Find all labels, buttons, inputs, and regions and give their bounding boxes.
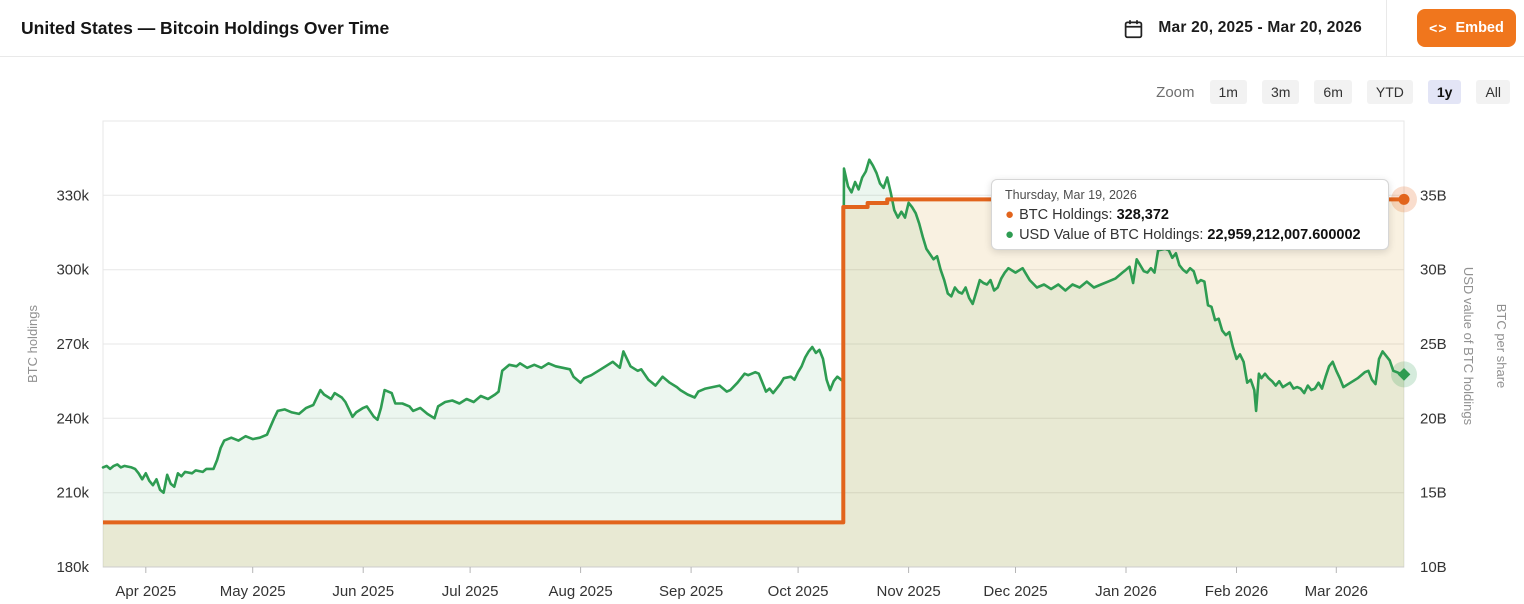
tooltip-btc-label: BTC Holdings:: [1019, 207, 1117, 223]
zoom-range-button-3m[interactable]: 3m: [1261, 80, 1300, 104]
page-title: United States — Bitcoin Holdings Over Ti…: [21, 17, 390, 38]
svg-text:270k: 270k: [56, 336, 89, 353]
svg-text:10B: 10B: [1420, 559, 1447, 576]
svg-text:Mar 2026: Mar 2026: [1305, 583, 1368, 600]
embed-button[interactable]: <> Embed: [1417, 9, 1516, 47]
svg-text:180k: 180k: [56, 559, 89, 576]
date-range-picker[interactable]: Mar 20, 2025 - Mar 20, 2026: [1123, 18, 1362, 39]
svg-text:Jan 2026: Jan 2026: [1095, 583, 1157, 600]
code-brackets-icon: <>: [1429, 20, 1448, 36]
svg-text:240k: 240k: [56, 410, 89, 427]
zoom-range-button-1y[interactable]: 1y: [1427, 80, 1462, 104]
zoom-button-group: 1m 3m 6m YTD 1y All: [1209, 80, 1510, 104]
svg-text:210k: 210k: [56, 485, 89, 502]
zoom-range-button-1m[interactable]: 1m: [1209, 80, 1247, 104]
svg-text:Sep 2025: Sep 2025: [659, 583, 723, 600]
zoom-toolbar: Zoom 1m 3m 6m YTD 1y All: [1156, 80, 1510, 104]
svg-text:330k: 330k: [56, 187, 89, 204]
zoom-range-button-all[interactable]: All: [1476, 80, 1510, 104]
svg-text:BTC per share: BTC per share: [1494, 304, 1509, 389]
svg-text:15B: 15B: [1420, 485, 1447, 502]
svg-text:Jun 2025: Jun 2025: [332, 583, 394, 600]
svg-text:May 2025: May 2025: [220, 583, 286, 600]
tooltip-usd-label: USD Value of BTC Holdings:: [1019, 227, 1208, 243]
tooltip-row-btc: ● BTC Holdings: 328,372: [1005, 205, 1375, 225]
svg-text:Nov 2025: Nov 2025: [876, 583, 940, 600]
tooltip-row-usd: ● USD Value of BTC Holdings: 22,959,212,0…: [1005, 225, 1375, 245]
svg-text:USD value of BTC holdings: USD value of BTC holdings: [1461, 267, 1476, 426]
svg-text:Apr 2025: Apr 2025: [115, 583, 176, 600]
svg-text:25B: 25B: [1420, 336, 1447, 353]
zoom-range-button-6m[interactable]: 6m: [1314, 80, 1352, 104]
header-bar: United States — Bitcoin Holdings Over Ti…: [0, 0, 1524, 57]
embed-button-label: Embed: [1455, 20, 1504, 36]
chart-tooltip: Thursday, Mar 19, 2026 ● BTC Holdings: 32…: [991, 179, 1389, 250]
svg-text:Feb 2026: Feb 2026: [1205, 583, 1268, 600]
tooltip-btc-value: 328,372: [1116, 207, 1169, 223]
svg-text:30B: 30B: [1420, 262, 1447, 279]
tooltip-usd-value: 22,959,212,007.600002: [1207, 227, 1361, 243]
tooltip-date: Thursday, Mar 19, 2026: [1005, 188, 1137, 202]
date-range-text: Mar 20, 2025 - Mar 20, 2026: [1158, 19, 1362, 36]
green-bullet-icon: ●: [1005, 226, 1015, 243]
svg-text:Jul 2025: Jul 2025: [442, 583, 499, 600]
zoom-range-button-ytd[interactable]: YTD: [1366, 80, 1413, 104]
svg-text:35B: 35B: [1420, 187, 1447, 204]
zoom-label: Zoom: [1156, 83, 1195, 101]
svg-text:Dec 2025: Dec 2025: [983, 583, 1047, 600]
svg-text:Oct 2025: Oct 2025: [768, 583, 829, 600]
svg-text:Aug 2025: Aug 2025: [548, 583, 612, 600]
header-divider: [1386, 0, 1387, 57]
svg-text:300k: 300k: [56, 262, 89, 279]
svg-text:BTC holdings: BTC holdings: [25, 304, 40, 383]
calendar-icon: [1125, 19, 1143, 38]
orange-bullet-icon: ●: [1005, 206, 1015, 223]
svg-text:20B: 20B: [1420, 410, 1447, 427]
